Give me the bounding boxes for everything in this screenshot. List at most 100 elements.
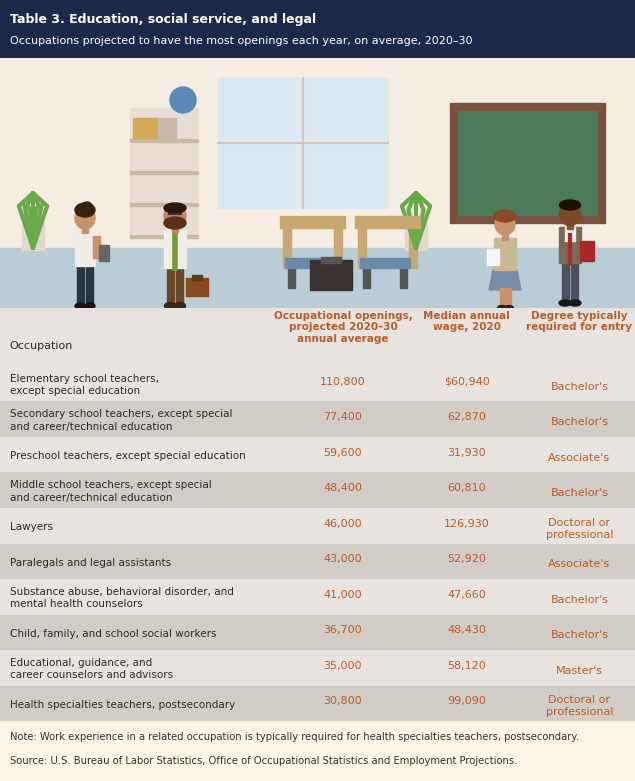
Bar — [0, 58, 635, 248]
Text: Table 3. Education, social service, and legal: Table 3. Education, social service, and … — [10, 12, 316, 26]
Ellipse shape — [85, 303, 95, 309]
Text: $60,940: $60,940 — [444, 377, 490, 387]
Text: 30,800: 30,800 — [324, 697, 362, 707]
Bar — [565, 227, 575, 241]
Bar — [283, 228, 291, 268]
Ellipse shape — [75, 303, 85, 309]
Bar — [0, 248, 635, 308]
Bar — [502, 232, 508, 240]
Text: Degree typically
required for entry: Degree typically required for entry — [526, 311, 632, 333]
Ellipse shape — [175, 302, 185, 309]
Text: Child, family, and school social workers: Child, family, and school social workers — [10, 629, 216, 639]
Bar — [363, 268, 370, 288]
Bar — [130, 108, 198, 238]
Text: 31,930: 31,930 — [448, 448, 486, 458]
Bar — [93, 236, 100, 258]
Bar — [133, 118, 158, 138]
Bar — [285, 258, 335, 268]
Bar — [355, 216, 420, 228]
Bar — [218, 78, 388, 208]
Bar — [487, 249, 499, 265]
Text: Substance abuse, behavioral disorder, and
mental health counselors: Substance abuse, behavioral disorder, an… — [10, 587, 234, 609]
Bar — [99, 245, 109, 261]
Text: Preschool teachers, except special education: Preschool teachers, except special educa… — [10, 451, 245, 462]
Ellipse shape — [75, 203, 95, 217]
Text: 47,660: 47,660 — [447, 590, 486, 600]
Bar — [130, 139, 198, 142]
Text: Occupation: Occupation — [10, 341, 73, 351]
Bar — [164, 230, 186, 268]
Bar — [82, 225, 88, 233]
Text: Associate's: Associate's — [549, 559, 610, 569]
Ellipse shape — [559, 300, 571, 306]
Bar — [86, 266, 93, 306]
Bar — [580, 241, 594, 261]
Bar — [506, 288, 511, 308]
Text: 48,400: 48,400 — [323, 483, 363, 494]
Bar — [288, 268, 295, 288]
Bar — [186, 278, 208, 296]
Text: 43,000: 43,000 — [324, 555, 362, 565]
Bar — [75, 231, 95, 266]
Bar — [130, 235, 198, 238]
Bar — [77, 266, 84, 306]
Bar — [325, 268, 332, 288]
Text: Bachelor's: Bachelor's — [551, 488, 608, 498]
Text: 58,120: 58,120 — [447, 661, 486, 671]
Text: Lawyers: Lawyers — [10, 522, 53, 532]
Text: 48,430: 48,430 — [447, 626, 486, 636]
Bar — [218, 78, 388, 208]
Bar — [409, 228, 417, 268]
Text: Occupations projected to have the most openings each year, on average, 2020–30: Occupations projected to have the most o… — [10, 36, 472, 46]
Bar — [310, 260, 352, 290]
Text: 36,700: 36,700 — [324, 626, 362, 636]
Circle shape — [170, 87, 196, 113]
Ellipse shape — [164, 203, 186, 213]
Text: 110,800: 110,800 — [320, 377, 366, 387]
Bar — [176, 268, 183, 306]
Ellipse shape — [82, 202, 92, 210]
Bar — [405, 222, 427, 250]
Text: Health specialties teachers, postsecondary: Health specialties teachers, postseconda… — [10, 700, 235, 710]
Text: Paralegals and legal assistants: Paralegals and legal assistants — [10, 558, 171, 568]
Text: Bachelor's: Bachelor's — [551, 382, 608, 392]
Bar — [562, 263, 569, 303]
Text: 60,810: 60,810 — [448, 483, 486, 494]
Ellipse shape — [164, 217, 186, 229]
Bar — [167, 268, 174, 306]
Text: Source: U.S. Bureau of Labor Statistics, Office of Occupational Statistics and E: Source: U.S. Bureau of Labor Statistics,… — [10, 756, 517, 766]
Text: 59,600: 59,600 — [324, 448, 362, 458]
Bar — [22, 222, 44, 250]
Text: Associate's: Associate's — [549, 453, 610, 463]
Text: Median annual
wage, 2020: Median annual wage, 2020 — [424, 311, 510, 333]
Ellipse shape — [497, 305, 507, 311]
Text: 52,920: 52,920 — [447, 555, 486, 565]
Bar — [571, 263, 578, 303]
Bar — [280, 216, 345, 228]
Bar — [559, 227, 581, 263]
Text: 35,000: 35,000 — [324, 661, 362, 671]
Bar — [360, 258, 410, 268]
Bar — [400, 268, 407, 288]
Bar — [567, 222, 573, 229]
Text: 46,000: 46,000 — [324, 519, 362, 529]
Text: Master's: Master's — [556, 666, 603, 676]
Ellipse shape — [494, 210, 516, 222]
Bar — [450, 103, 605, 223]
Text: Secondary school teachers, except special
and career/technical education: Secondary school teachers, except specia… — [10, 409, 232, 432]
Text: 99,090: 99,090 — [447, 697, 486, 707]
Text: Bachelor's: Bachelor's — [551, 595, 608, 605]
Text: Bachelor's: Bachelor's — [551, 630, 608, 640]
Ellipse shape — [559, 200, 580, 210]
Ellipse shape — [495, 213, 515, 235]
Text: 77,400: 77,400 — [323, 412, 363, 423]
Bar — [500, 288, 505, 308]
Text: Middle school teachers, except special
and career/technical education: Middle school teachers, except special a… — [10, 480, 211, 503]
Text: Elementary school teachers,
except special education: Elementary school teachers, except speci… — [10, 374, 159, 396]
Ellipse shape — [559, 202, 580, 226]
Text: Educational, guidance, and
career counselors and advisors: Educational, guidance, and career counse… — [10, 658, 173, 680]
Bar — [334, 228, 342, 268]
Ellipse shape — [164, 204, 186, 228]
Text: Occupational openings,
projected 2020–30
annual average: Occupational openings, projected 2020–30… — [274, 311, 412, 344]
Bar — [494, 238, 516, 270]
